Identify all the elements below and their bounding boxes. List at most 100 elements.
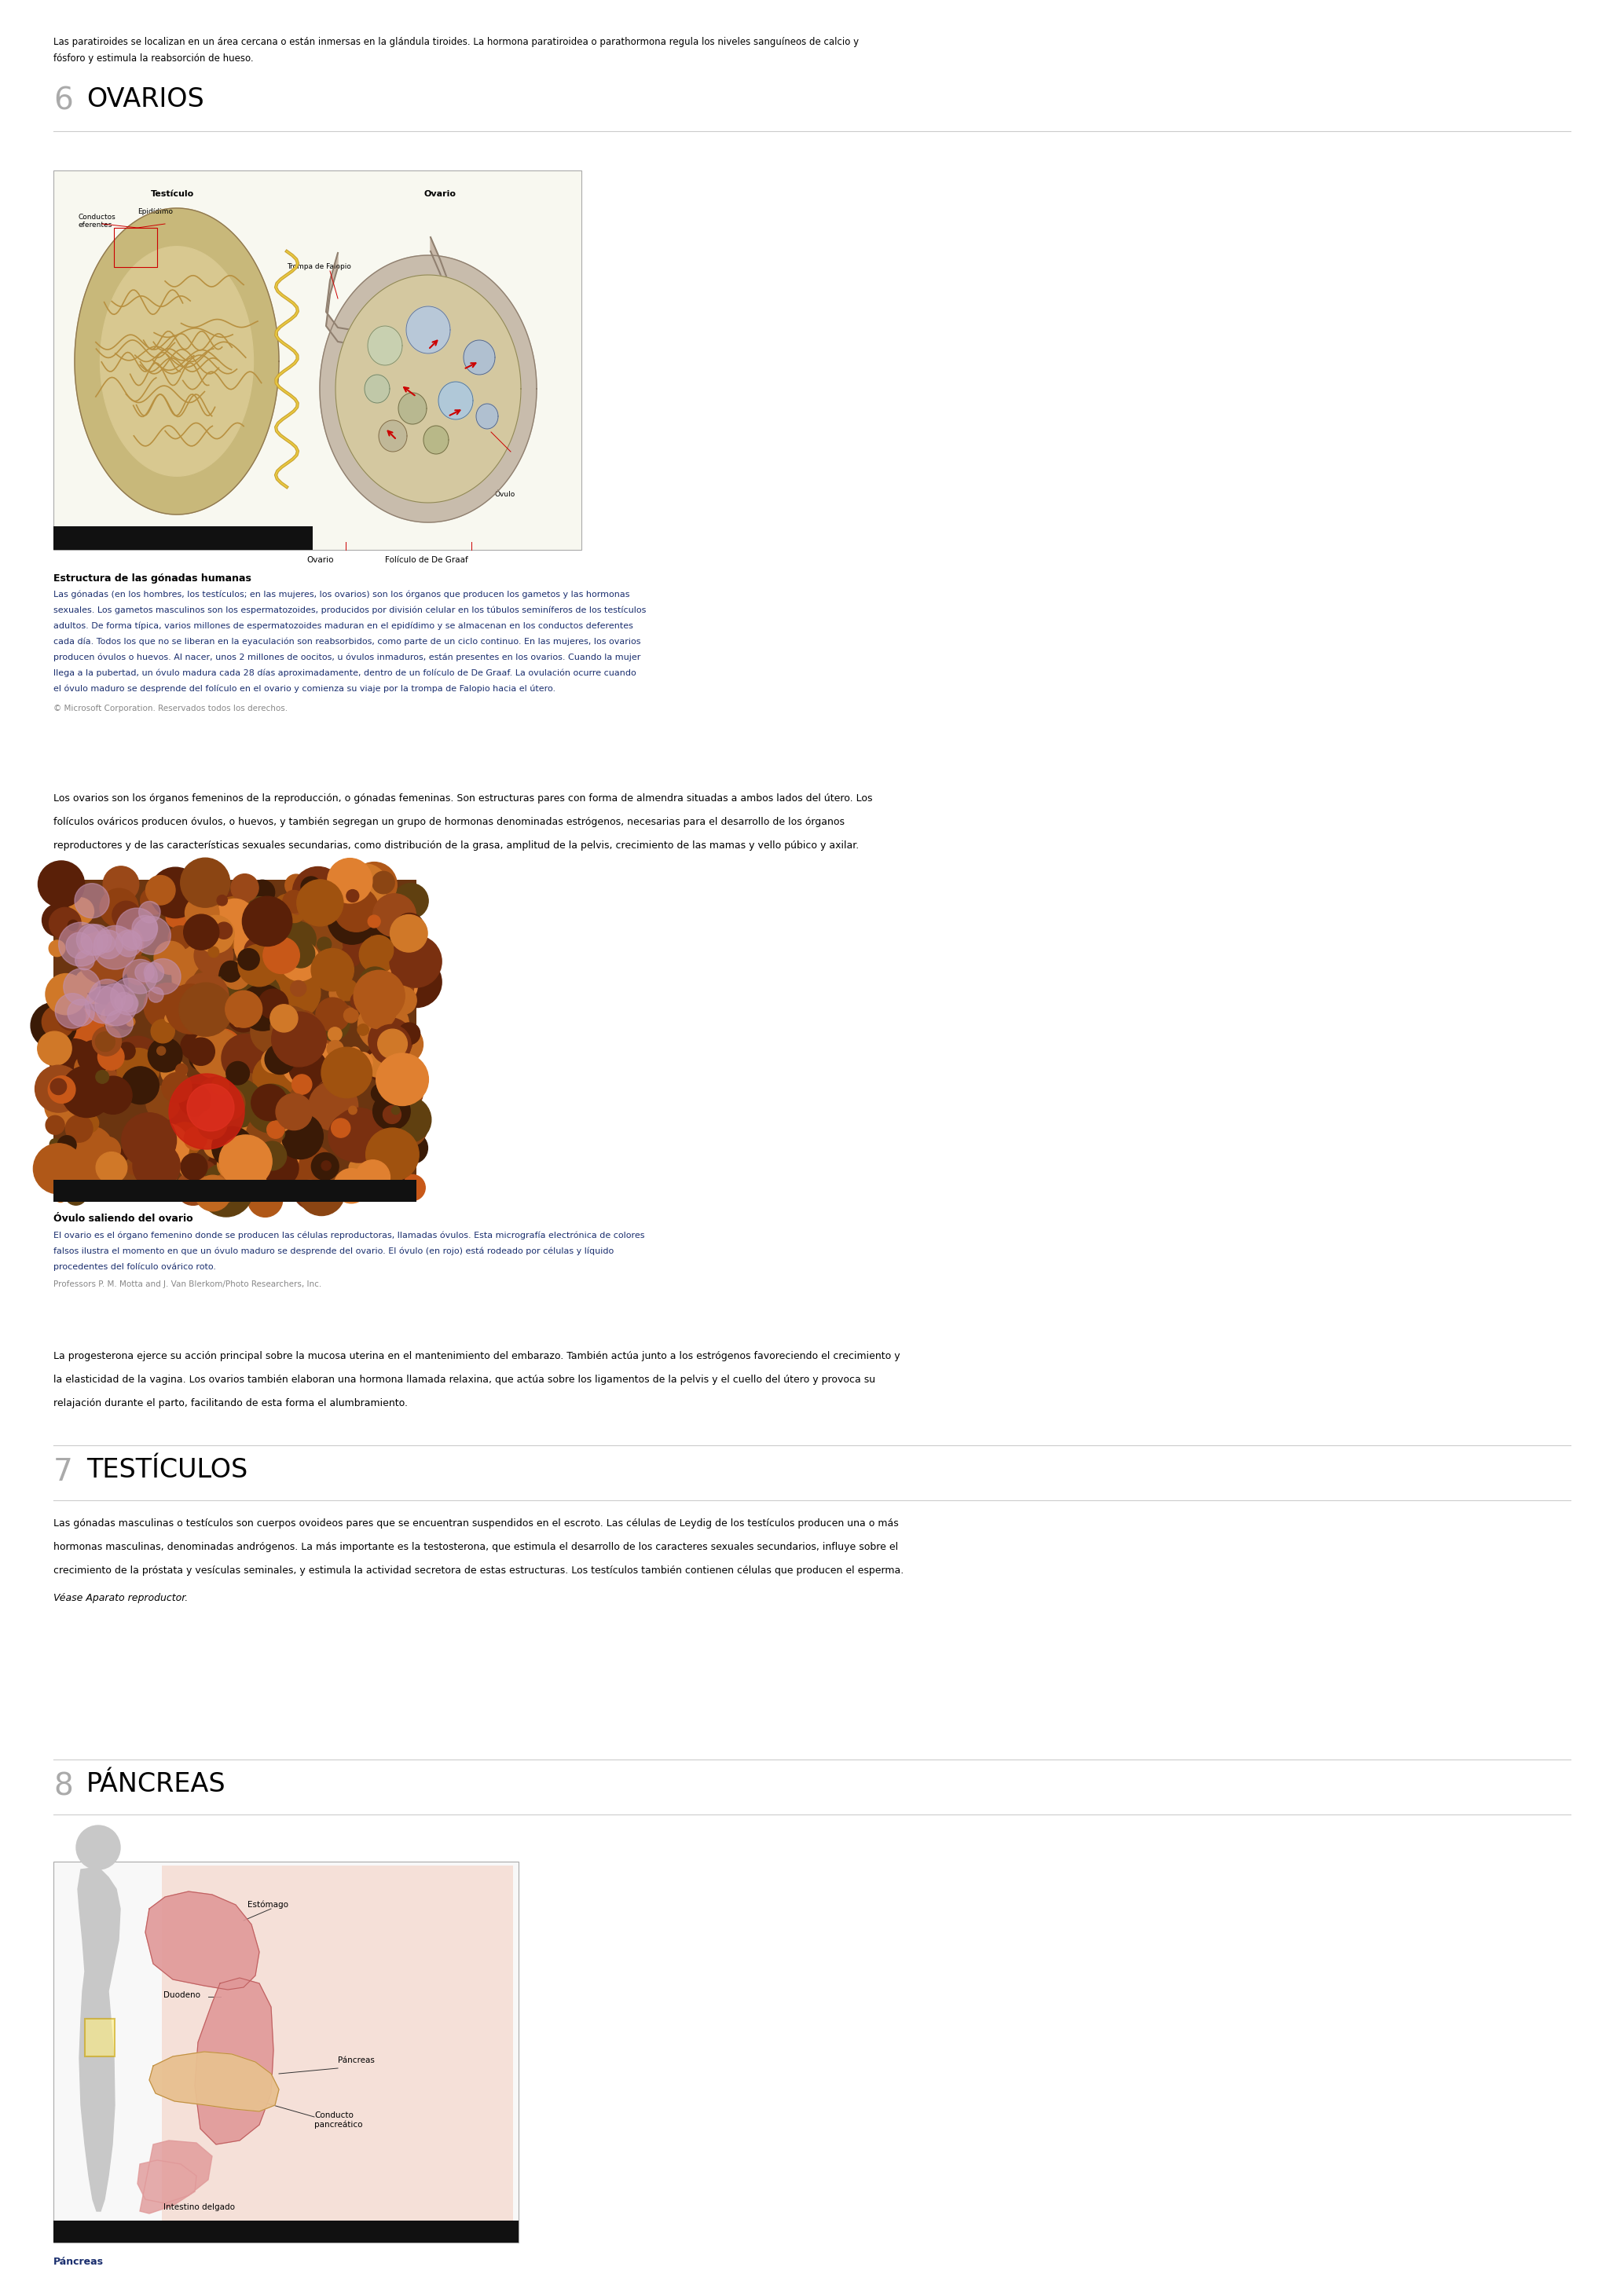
Circle shape (97, 937, 123, 962)
Circle shape (218, 1148, 247, 1178)
Circle shape (279, 941, 320, 980)
Circle shape (263, 1058, 289, 1084)
Circle shape (349, 1159, 364, 1176)
Circle shape (146, 1086, 180, 1120)
Circle shape (36, 1065, 83, 1111)
Circle shape (49, 941, 65, 957)
Text: fósforo y estimula la reabsorción de hueso.: fósforo y estimula la reabsorción de hue… (54, 53, 253, 64)
Circle shape (352, 898, 367, 912)
Text: © Microsoft Corporation. Reservados todos los derechos.: © Microsoft Corporation. Reservados todo… (60, 2227, 263, 2234)
Circle shape (146, 960, 169, 983)
Circle shape (289, 1049, 326, 1088)
Circle shape (391, 1132, 414, 1155)
Text: sexuales. Los gametos masculinos son los espermatozoides, producidos por divisió: sexuales. Los gametos masculinos son los… (54, 606, 646, 615)
Circle shape (145, 960, 180, 994)
Circle shape (404, 953, 424, 971)
Circle shape (299, 1045, 315, 1058)
Circle shape (330, 985, 348, 1003)
Circle shape (93, 925, 136, 969)
Circle shape (68, 999, 94, 1026)
Circle shape (270, 1003, 297, 1033)
Circle shape (138, 902, 161, 923)
Circle shape (172, 923, 197, 946)
Circle shape (292, 1075, 312, 1095)
Circle shape (221, 1033, 270, 1081)
Circle shape (242, 895, 292, 946)
Polygon shape (367, 326, 403, 365)
Text: Ovario: Ovario (424, 191, 456, 197)
Circle shape (370, 1024, 411, 1065)
Circle shape (211, 1086, 245, 1120)
Circle shape (112, 905, 135, 928)
Bar (84, 2018, 115, 2057)
Circle shape (158, 1134, 175, 1153)
Circle shape (123, 960, 158, 994)
Circle shape (209, 895, 261, 948)
Circle shape (349, 1107, 357, 1114)
Circle shape (153, 964, 203, 1013)
Circle shape (304, 902, 312, 912)
Circle shape (45, 1116, 65, 1134)
Circle shape (239, 944, 281, 987)
Circle shape (208, 1143, 260, 1196)
Text: Las gónadas (en los hombres, los testículos; en las mujeres, los ovarios) son lo: Las gónadas (en los hombres, los testícu… (54, 590, 630, 599)
Circle shape (305, 1180, 313, 1187)
Circle shape (76, 1134, 99, 1155)
Circle shape (369, 916, 380, 928)
Circle shape (97, 1081, 110, 1095)
Circle shape (304, 877, 318, 891)
Circle shape (216, 1077, 224, 1086)
Circle shape (250, 879, 274, 905)
Circle shape (83, 1033, 112, 1063)
Bar (114, 227, 158, 266)
Circle shape (197, 916, 234, 953)
Circle shape (81, 925, 112, 955)
Circle shape (146, 875, 175, 905)
Circle shape (343, 863, 387, 907)
Circle shape (120, 953, 140, 974)
Circle shape (346, 889, 359, 902)
Text: Las gónadas masculinas o testículos son cuerpos ovoideos pares que se encuentran: Las gónadas masculinas o testículos son … (54, 1518, 898, 1529)
Text: Estructura de las gónadas humanas: Estructura de las gónadas humanas (54, 574, 252, 583)
Polygon shape (398, 393, 427, 425)
Bar (54, 1180, 416, 1201)
Text: producen óvulos o huevos. Al nacer, unos 2 millones de oocitos, u óvulos inmadur: producen óvulos o huevos. Al nacer, unos… (54, 654, 640, 661)
Circle shape (62, 1008, 104, 1052)
Circle shape (343, 928, 375, 960)
Circle shape (180, 875, 190, 886)
Circle shape (237, 1072, 260, 1097)
Circle shape (119, 960, 161, 1001)
Circle shape (175, 1063, 188, 1075)
Circle shape (57, 1001, 86, 1031)
Circle shape (101, 1047, 130, 1077)
Circle shape (132, 1077, 146, 1091)
Circle shape (140, 1130, 151, 1139)
Circle shape (287, 1070, 343, 1125)
Polygon shape (406, 305, 450, 354)
Circle shape (278, 1114, 323, 1159)
Circle shape (247, 1052, 299, 1104)
Bar (162, 1867, 513, 2220)
Circle shape (349, 891, 357, 900)
Circle shape (148, 987, 164, 1003)
Circle shape (240, 985, 286, 1031)
Circle shape (135, 962, 154, 983)
Text: falsos ilustra el momento en que un óvulo maduro se desprende del ovario. El óvu: falsos ilustra el momento en que un óvul… (54, 1247, 614, 1256)
Circle shape (328, 953, 348, 974)
Circle shape (222, 962, 250, 990)
Text: © Microsoft Corporation. Reservados todos los derechos.: © Microsoft Corporation. Reservados todo… (60, 535, 263, 542)
Circle shape (96, 1153, 127, 1182)
Text: 8: 8 (54, 1770, 73, 1800)
Circle shape (192, 1173, 218, 1199)
Circle shape (76, 1825, 120, 1869)
Circle shape (318, 1058, 328, 1068)
Circle shape (292, 868, 344, 918)
Circle shape (328, 859, 372, 902)
Circle shape (302, 905, 357, 957)
Circle shape (226, 1061, 250, 1084)
Bar (54, 526, 313, 549)
Circle shape (102, 866, 140, 902)
Circle shape (133, 916, 171, 955)
Circle shape (383, 1107, 401, 1123)
Circle shape (226, 990, 261, 1029)
